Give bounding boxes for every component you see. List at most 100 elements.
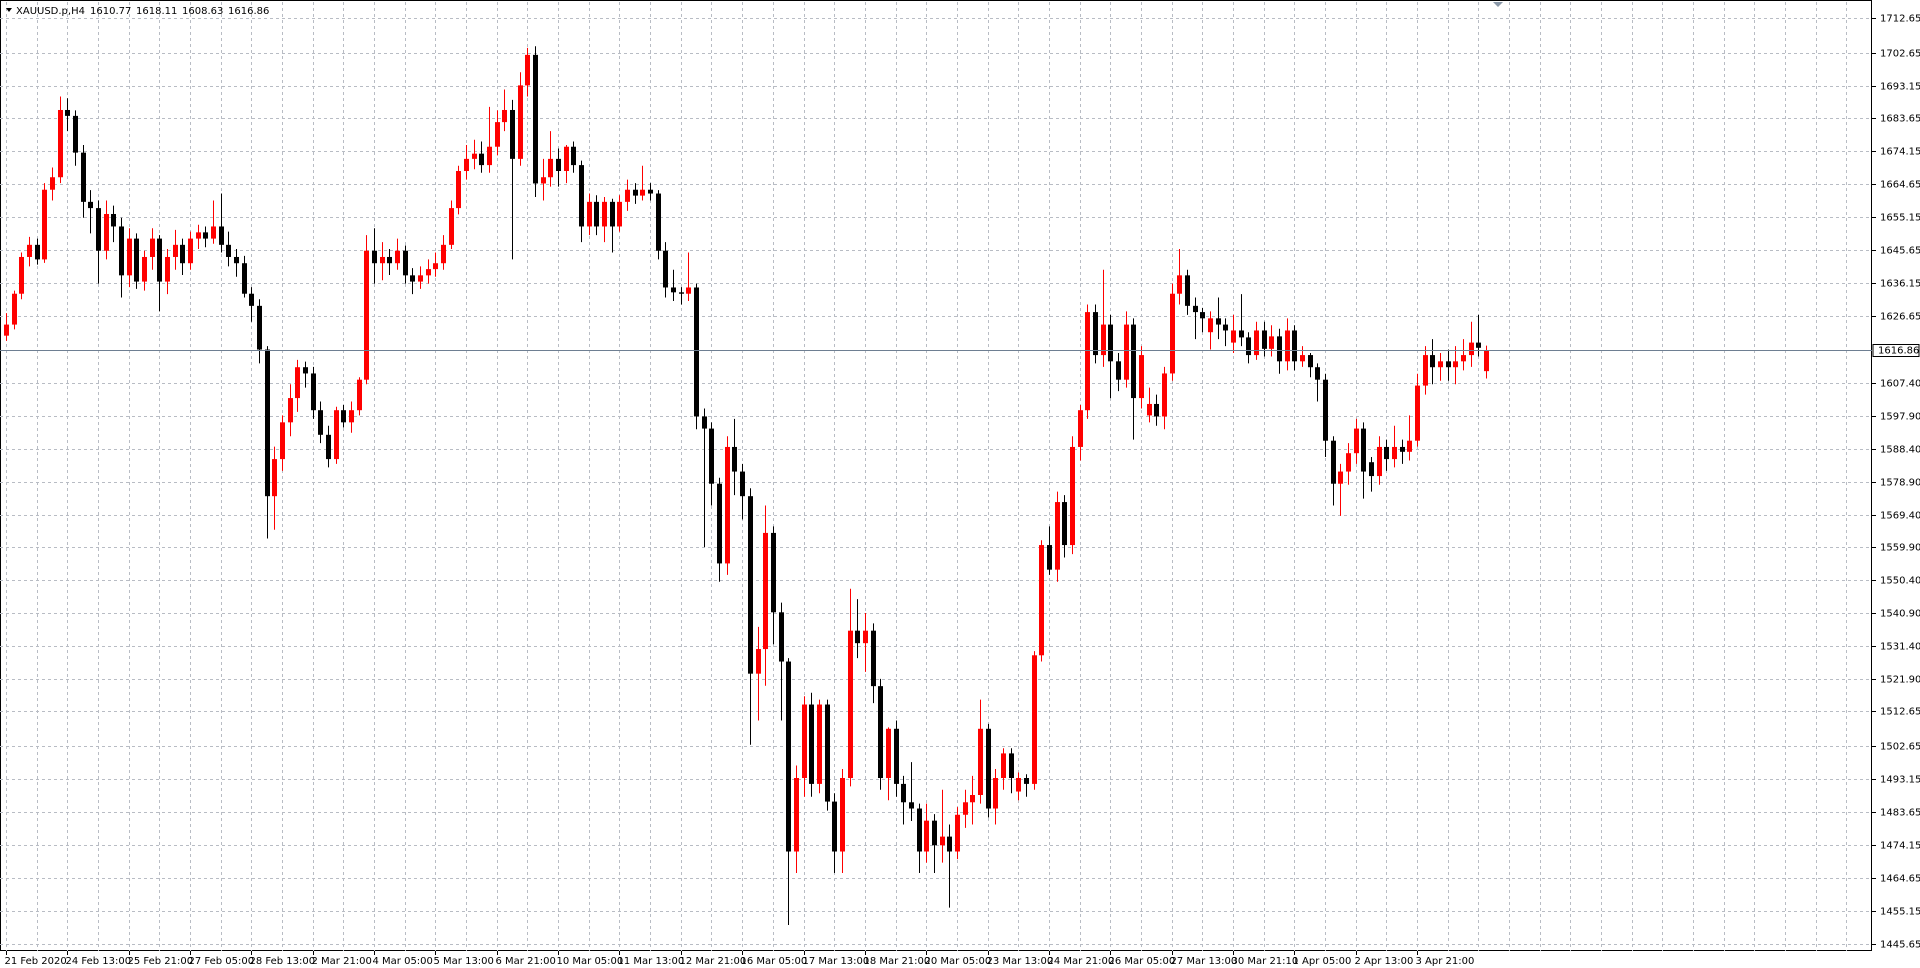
candle-body xyxy=(1430,355,1435,368)
x-tick-label: 2 Mar 21:00 xyxy=(312,956,372,967)
y-tick-label: 1493.15 xyxy=(1880,775,1920,786)
candle-body xyxy=(127,238,132,276)
candle-body xyxy=(1062,502,1067,546)
candle-body xyxy=(257,305,262,350)
candle-body xyxy=(525,54,530,86)
x-tick-label: 6 Mar 21:00 xyxy=(496,956,556,967)
candle-body xyxy=(65,109,70,116)
header-high: 1618.11 xyxy=(136,6,177,17)
candle-body xyxy=(986,728,991,809)
candle-body xyxy=(1101,324,1106,356)
candle-body xyxy=(1024,778,1029,784)
candle-body xyxy=(395,250,400,264)
candle-body xyxy=(802,704,807,779)
x-tick-label: 27 Mar 13:00 xyxy=(1171,956,1238,967)
x-tick-label: 20 Mar 05:00 xyxy=(925,956,992,967)
candle-body xyxy=(1177,275,1182,294)
candle-body xyxy=(495,122,500,147)
candle-body xyxy=(871,630,876,687)
candle-body xyxy=(1223,324,1228,331)
candle-body xyxy=(901,783,906,803)
candle-body xyxy=(702,416,707,429)
candle-body xyxy=(472,153,477,159)
header-close: 1616.86 xyxy=(228,6,269,17)
candle-body xyxy=(625,189,630,202)
candle-body xyxy=(1423,355,1428,386)
candle-body xyxy=(1093,312,1098,356)
candle-body xyxy=(58,109,63,178)
y-tick-label: 1464.65 xyxy=(1880,874,1920,885)
candle-body xyxy=(1476,342,1481,348)
y-tick-label: 1540.90 xyxy=(1880,609,1920,620)
candle-body xyxy=(1369,462,1374,477)
candle-body xyxy=(1407,440,1412,452)
candle-body xyxy=(748,496,753,674)
candle-body xyxy=(709,428,714,484)
candle-body xyxy=(794,778,799,852)
candle-body xyxy=(1346,453,1351,472)
y-tick-label: 1550.40 xyxy=(1880,576,1920,587)
candle-body xyxy=(756,649,761,674)
candle-body xyxy=(226,244,231,257)
candle-body xyxy=(119,226,124,276)
y-tick-label: 1512.65 xyxy=(1880,707,1920,718)
candle-body xyxy=(1116,361,1121,380)
candle-body xyxy=(840,778,845,852)
candle-body xyxy=(418,275,423,282)
candle-body xyxy=(1262,330,1267,349)
current-price-label: 1616.86 xyxy=(1878,346,1919,357)
candle-body xyxy=(886,728,891,779)
candle-body xyxy=(993,778,998,809)
candle-body xyxy=(1446,361,1451,368)
candle-body xyxy=(809,704,814,784)
candle-body xyxy=(1231,330,1236,343)
candle-body xyxy=(219,226,224,245)
candle-body xyxy=(1131,324,1136,399)
candle-body xyxy=(403,250,408,276)
candle-body xyxy=(249,293,254,306)
candle-body xyxy=(970,795,975,803)
candle-body xyxy=(1047,545,1052,570)
y-tick-label: 1597.90 xyxy=(1880,412,1920,423)
y-tick-label: 1531.40 xyxy=(1880,642,1920,653)
y-tick-label: 1559.90 xyxy=(1880,543,1920,554)
candle-body xyxy=(1139,355,1144,399)
candle-body xyxy=(779,612,784,662)
candle-body xyxy=(763,532,768,650)
candle-body xyxy=(364,250,369,380)
plot-area xyxy=(0,0,1872,951)
y-tick-label: 1588.40 xyxy=(1880,445,1920,456)
candle-body xyxy=(1124,324,1129,380)
candle-body xyxy=(932,820,937,846)
candle-body xyxy=(855,630,860,644)
candle-body xyxy=(341,410,346,423)
menu-arrow[interactable] xyxy=(6,8,12,12)
x-tick-label: 2 Apr 13:00 xyxy=(1355,956,1414,967)
overlay: 1712.65 1702.65 1693.15 1683.65 1674.15 1664.… xyxy=(0,14,1920,967)
candle-body xyxy=(288,398,293,423)
candle-body xyxy=(663,250,668,288)
candle-body xyxy=(863,630,868,644)
candle-body xyxy=(602,201,607,227)
x-tick-label: 16 Mar 05:00 xyxy=(741,956,808,967)
candle-body xyxy=(1001,753,1006,779)
candle-body xyxy=(280,422,285,460)
candle-body xyxy=(12,293,17,325)
candle-body xyxy=(1185,275,1190,306)
candle-body xyxy=(640,189,645,196)
candle-body xyxy=(1338,471,1343,484)
candle-body xyxy=(42,189,47,260)
y-tick-label: 1607.40 xyxy=(1880,379,1920,390)
candle-body xyxy=(1170,293,1175,374)
current-price-box xyxy=(1872,344,1920,357)
x-tick-label: 24 Feb 13:00 xyxy=(66,956,132,967)
candle-body xyxy=(449,208,454,245)
candle-body xyxy=(410,275,415,282)
x-tick-label: 30 Mar 21:10 xyxy=(1232,956,1299,967)
symbol-title: XAUUSD.p,H4 xyxy=(16,6,85,17)
y-tick-label: 1474.15 xyxy=(1880,841,1920,852)
candle-body xyxy=(1200,312,1205,319)
candle-body xyxy=(786,661,791,852)
candle-body xyxy=(940,836,945,846)
grid xyxy=(0,2,1872,951)
